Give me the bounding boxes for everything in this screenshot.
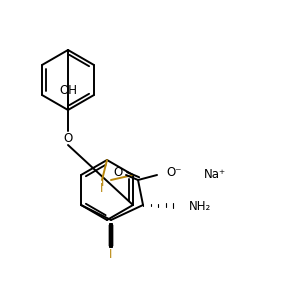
Text: O⁻: O⁻: [166, 165, 182, 178]
Text: NH₂: NH₂: [189, 200, 211, 213]
Text: OH: OH: [59, 83, 77, 96]
Text: I: I: [109, 247, 113, 260]
Text: I: I: [101, 176, 105, 189]
Text: O: O: [63, 131, 72, 144]
Text: I: I: [100, 181, 104, 194]
Text: O: O: [113, 165, 123, 178]
Text: Na⁺: Na⁺: [204, 168, 226, 181]
